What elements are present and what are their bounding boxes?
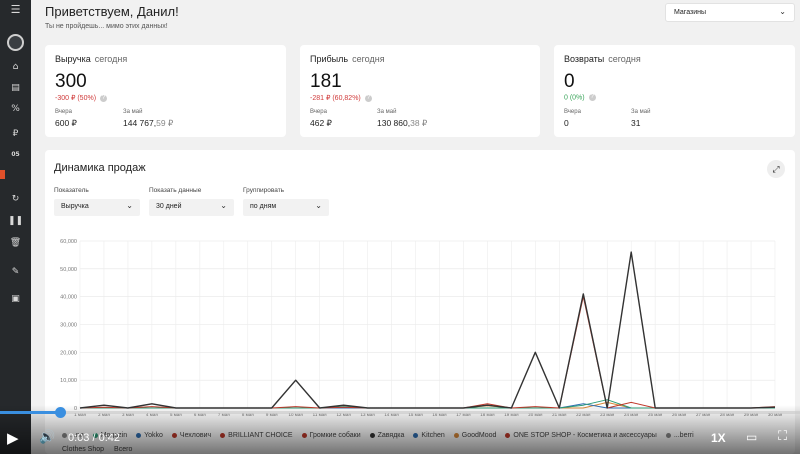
card-returns: Возвраты сегодня 0 0 (0%)? Вчера 0 За май… [554, 45, 795, 137]
yesterday-value: 462 ₽ [310, 118, 332, 128]
group-select[interactable]: по дням ⌄ [243, 199, 329, 216]
sidebar: ☰ ⌂ ▤ % ₽ 05 ↻ ❚❚ 🗑 ✎ ▣ [0, 0, 31, 454]
month-value: 130 860, [377, 118, 411, 128]
page-subtitle: Ты не пройдешь... мимо этих данных! [45, 23, 168, 30]
card-title: Выручка [55, 54, 91, 64]
yesterday-value: 0 [564, 118, 569, 128]
chevron-down-icon: ⌄ [779, 7, 786, 16]
card-delta: -281 ₽ (60,82%) [310, 95, 361, 102]
y-tick-label: 40,000 [60, 295, 77, 301]
badge-icon[interactable]: 05 [0, 147, 31, 161]
store-select-value: Магазины [674, 9, 707, 16]
metric-select-value: Выручка [61, 203, 89, 210]
badge-text: 05 [11, 150, 20, 158]
y-tick-label: 60,000 [60, 239, 77, 245]
card-title: Прибыль [310, 54, 349, 64]
yesterday-value: 600 ₽ [55, 118, 77, 128]
panel-title: Динамика продаж [54, 162, 146, 174]
month-value-cents: 38 ₽ [410, 118, 428, 128]
clipboard-icon[interactable]: ▤ [11, 83, 20, 93]
card-period: сегодня [608, 54, 641, 64]
camera-icon[interactable]: ▣ [11, 294, 20, 304]
refresh-icon[interactable]: ↻ [11, 194, 20, 204]
y-tick-label: 30,000 [60, 323, 77, 329]
card-period: сегодня [94, 54, 128, 64]
month-value-cents: 59 ₽ [156, 118, 174, 128]
month-label: За май [123, 109, 143, 115]
card-revenue: Выручка сегодня 300 -300 ₽ (50%)? Вчера 6… [45, 45, 286, 137]
pencil-icon[interactable]: ✎ [11, 267, 20, 277]
fullscreen-icon[interactable]: ⛶ [778, 429, 788, 444]
series-line [79, 251, 776, 409]
progress-fill [0, 411, 60, 414]
card-value: 181 [310, 71, 342, 92]
metric-select[interactable]: Выручка ⌄ [54, 199, 140, 216]
avatar[interactable] [0, 34, 31, 51]
card-value: 0 [564, 71, 575, 92]
info-icon[interactable]: ? [364, 94, 372, 102]
y-tick-label: 50,000 [60, 267, 77, 273]
chevron-down-icon: ⌄ [126, 201, 133, 210]
menu-icon[interactable]: ☰ [10, 2, 21, 16]
info-icon[interactable]: ? [100, 94, 108, 102]
group-select-value: по дням [250, 203, 277, 210]
yesterday-label: Вчера [55, 109, 72, 115]
card-profit: Прибыль сегодня 181 -281 ₽ (60,82%)? Вчер… [300, 45, 540, 137]
chevron-down-icon: ⌄ [315, 201, 322, 210]
card-title: Возвраты [564, 54, 605, 64]
month-label: За май [631, 109, 651, 115]
yesterday-label: Вчера [310, 109, 327, 115]
y-tick-label: 10,000 [60, 378, 77, 384]
store-select[interactable]: Магазины ⌄ [665, 3, 795, 22]
yesterday-label: Вчера [564, 109, 581, 115]
filter-label-group: Группировать [243, 187, 285, 194]
card-delta: 0 (0%) [564, 94, 585, 102]
percent-icon[interactable]: % [11, 104, 20, 114]
pause-icon[interactable]: ❚❚ [7, 216, 24, 226]
progress-handle[interactable] [55, 407, 66, 418]
y-tick-label: 20,000 [60, 350, 77, 356]
shop-icon[interactable]: ⌂ [12, 62, 19, 72]
period-select-value: 30 дней [156, 203, 182, 210]
month-value: 144 767, [123, 118, 157, 128]
info-icon[interactable]: ? [588, 94, 596, 101]
captions-icon[interactable]: ▭ [746, 430, 758, 444]
month-value: 31 [631, 118, 641, 128]
card-delta: -300 ₽ (50%) [55, 95, 97, 102]
trash-icon[interactable]: 🗑 [9, 238, 22, 248]
video-time: 0:03 / 0:42 [68, 432, 120, 444]
expand-icon[interactable]: ⤢ [767, 160, 785, 178]
card-period: сегодня [352, 54, 385, 64]
page-title: Приветствуем, Данил! [45, 4, 179, 19]
volume-icon[interactable]: 🔊 [39, 430, 56, 445]
play-icon[interactable]: ▶ [7, 429, 19, 447]
period-select[interactable]: 30 дней ⌄ [149, 199, 234, 216]
progress-bar[interactable] [0, 407, 800, 418]
card-value: 300 [55, 71, 87, 92]
chevron-down-icon: ⌄ [220, 201, 227, 210]
month-label: За май [377, 109, 397, 115]
filter-label-period: Показать данные [149, 187, 202, 194]
ruble-icon[interactable]: ₽ [12, 129, 19, 139]
sales-dynamics-panel: Динамика продаж ⤢ Показатель Выручка ⌄ По… [45, 150, 795, 454]
playback-speed-button[interactable]: 1X [711, 431, 726, 445]
filter-label-metric: Показатель [54, 187, 89, 194]
red-flag-icon [0, 170, 5, 179]
